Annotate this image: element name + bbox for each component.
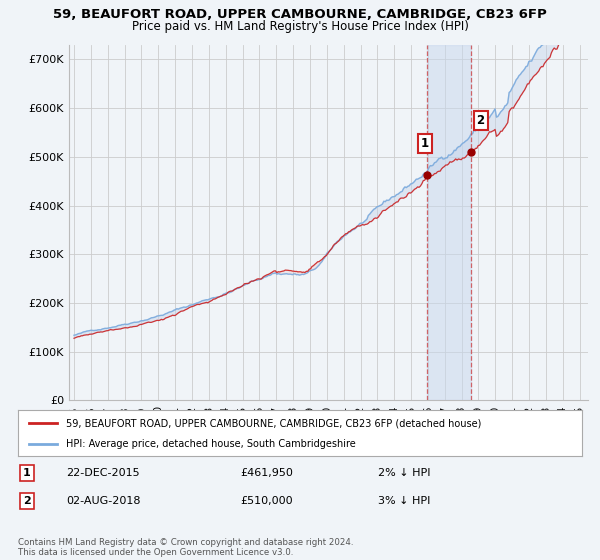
Text: 1: 1: [421, 137, 429, 150]
Text: Contains HM Land Registry data © Crown copyright and database right 2024.
This d: Contains HM Land Registry data © Crown c…: [18, 538, 353, 557]
Text: 1: 1: [23, 468, 31, 478]
Text: 3% ↓ HPI: 3% ↓ HPI: [378, 496, 430, 506]
Text: £510,000: £510,000: [240, 496, 293, 506]
Text: Price paid vs. HM Land Registry's House Price Index (HPI): Price paid vs. HM Land Registry's House …: [131, 20, 469, 32]
Text: HPI: Average price, detached house, South Cambridgeshire: HPI: Average price, detached house, Sout…: [66, 438, 356, 449]
Bar: [427, 45, 472, 400]
Text: 2: 2: [476, 114, 485, 127]
Text: 2% ↓ HPI: 2% ↓ HPI: [378, 468, 431, 478]
Text: 22-DEC-2015: 22-DEC-2015: [66, 468, 140, 478]
Text: 02-AUG-2018: 02-AUG-2018: [66, 496, 140, 506]
Text: £461,950: £461,950: [240, 468, 293, 478]
Text: 2: 2: [23, 496, 31, 506]
Text: 59, BEAUFORT ROAD, UPPER CAMBOURNE, CAMBRIDGE, CB23 6FP (detached house): 59, BEAUFORT ROAD, UPPER CAMBOURNE, CAMB…: [66, 418, 481, 428]
Text: 59, BEAUFORT ROAD, UPPER CAMBOURNE, CAMBRIDGE, CB23 6FP: 59, BEAUFORT ROAD, UPPER CAMBOURNE, CAMB…: [53, 8, 547, 21]
